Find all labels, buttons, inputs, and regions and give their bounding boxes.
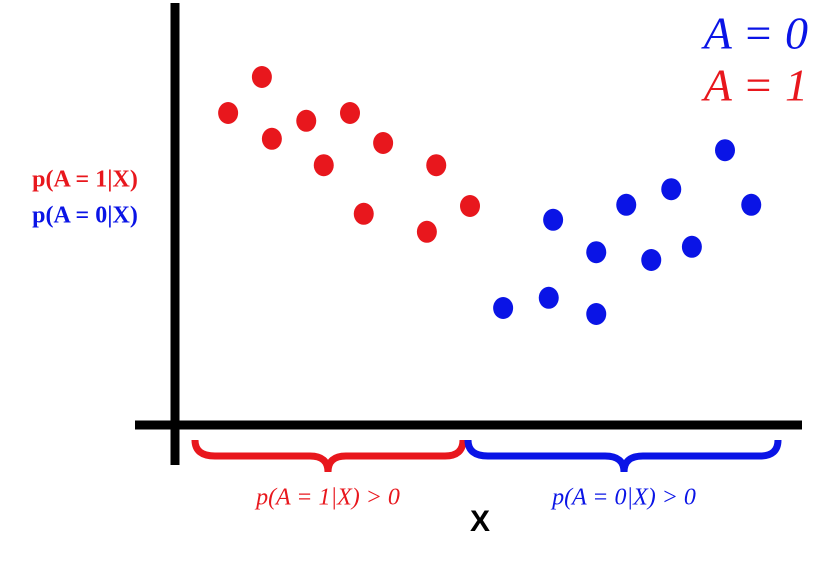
point — [538, 286, 559, 309]
y-label: p(A = 1|X) — [32, 167, 138, 193]
legend-label: A = 0 — [701, 8, 808, 59]
annotation: p(A = 1|X) > 0 — [254, 485, 400, 511]
brace-red — [191, 439, 467, 473]
point — [641, 249, 662, 271]
point — [586, 303, 607, 325]
point — [251, 66, 272, 88]
annotation: p(A = 0|X) > 0 — [550, 485, 696, 511]
point — [741, 193, 762, 216]
point — [616, 193, 637, 216]
point — [416, 220, 437, 243]
point — [543, 208, 564, 231]
point — [426, 154, 447, 177]
point — [261, 127, 282, 150]
point — [586, 241, 607, 264]
point — [460, 195, 480, 217]
point — [296, 109, 317, 132]
point — [681, 235, 702, 258]
y-label: p(A = 0|X) — [32, 203, 138, 229]
point — [373, 132, 394, 154]
brace-blue — [464, 439, 782, 473]
point — [353, 202, 374, 225]
point — [715, 139, 735, 162]
point — [218, 102, 239, 124]
point — [661, 178, 682, 201]
point — [493, 297, 514, 319]
point — [313, 154, 334, 177]
legend-label: A = 1 — [701, 60, 808, 111]
x-label: X — [470, 505, 490, 538]
point — [340, 102, 360, 124]
